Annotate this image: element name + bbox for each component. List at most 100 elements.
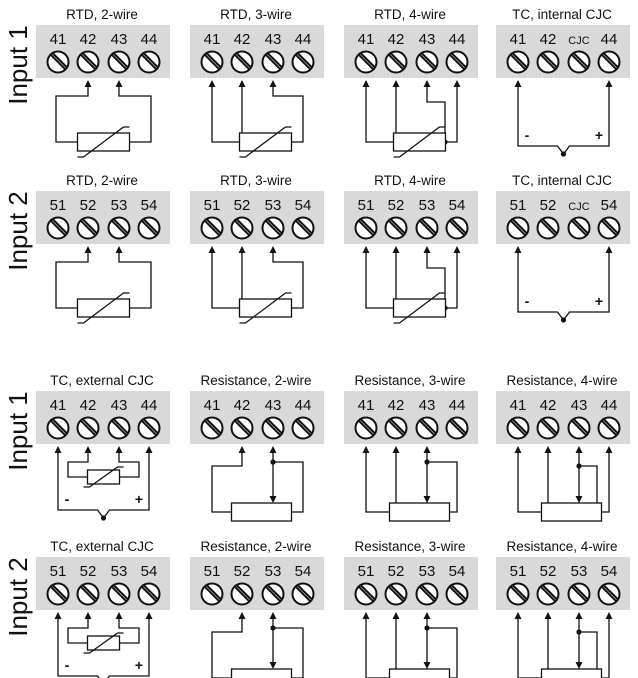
- thermocouple-wire: [517, 86, 610, 156]
- wire: [517, 452, 548, 513]
- terminal-screw-icon: [230, 50, 254, 74]
- terminal-screw-icon: [445, 582, 469, 606]
- terminal-number: 41: [510, 31, 527, 48]
- terminal-number: 51: [50, 197, 67, 214]
- wire: [211, 452, 243, 513]
- resistor-element: [388, 502, 451, 522]
- wiring-panel-res3: Resistance, 3-wire 51 52 53 54: [344, 539, 478, 678]
- terminal-number: 43: [571, 397, 588, 414]
- wiper-arrow: [575, 496, 583, 503]
- arrow-head: [423, 446, 431, 453]
- arrow-head: [54, 446, 62, 453]
- terminal-number: CJC: [568, 201, 589, 213]
- terminal-number: 42: [234, 397, 251, 414]
- arrow-head: [84, 446, 92, 453]
- terminal-screw-icon: [567, 216, 591, 240]
- terminal-screw-icon: [200, 50, 224, 74]
- terminal-screw-icon: [291, 582, 315, 606]
- terminal-number: 52: [234, 563, 251, 580]
- terminal-screw-icon: [445, 216, 469, 240]
- arrow-head: [605, 612, 613, 619]
- panel-title: Resistance, 4-wire: [506, 373, 617, 388]
- terminal-screw-icon: [107, 582, 131, 606]
- terminal-number: 53: [265, 197, 282, 214]
- terminal-screw-icon: [137, 416, 161, 440]
- wire: [273, 627, 304, 678]
- terminal-number: 43: [111, 397, 128, 414]
- arrow-head: [269, 446, 277, 453]
- terminal-screw-icon: [137, 582, 161, 606]
- terminal-number: 41: [50, 31, 67, 48]
- terminal-number: 54: [601, 197, 618, 214]
- arrow-head: [392, 612, 400, 619]
- arrow-head: [392, 246, 400, 253]
- terminal-screw-icon: [291, 216, 315, 240]
- terminal-screw-icon: [107, 216, 131, 240]
- terminal-screw-icon: [354, 50, 378, 74]
- terminal-screw-icon: [536, 582, 560, 606]
- wire: [55, 86, 89, 143]
- panel-title: RTD, 4-wire: [374, 7, 446, 22]
- arrow-head: [115, 446, 123, 453]
- terminal-screw-icon: [506, 216, 530, 240]
- arrow-head: [115, 246, 123, 253]
- polarity-plus: +: [135, 491, 143, 507]
- wiper-arrow: [423, 662, 431, 669]
- panel-title: TC, external CJC: [50, 539, 154, 554]
- terminal-number: 52: [80, 197, 97, 214]
- arrow-head: [269, 612, 277, 619]
- arrow-head: [605, 446, 613, 453]
- arrow-head: [514, 612, 522, 619]
- wire: [118, 86, 152, 143]
- wire: [272, 86, 304, 143]
- panel-title: RTD, 3-wire: [220, 173, 292, 188]
- wiring-panel-res4: Resistance, 4-wire 51 52 53 54: [496, 539, 630, 678]
- terminal-screw-icon: [230, 582, 254, 606]
- terminal-screw-icon: [354, 216, 378, 240]
- wire: [67, 618, 89, 644]
- arrow-head: [238, 612, 246, 619]
- wiring-panel-rtd3: RTD, 3-wire 41 42 43 44: [190, 7, 324, 158]
- panel-title: RTD, 3-wire: [220, 7, 292, 22]
- wire: [427, 461, 458, 513]
- wiring-panel-tc_ext: TC, external CJC 41 42 43 44 - +: [36, 373, 170, 521]
- arrow-head: [115, 80, 123, 87]
- terminal-screw-icon: [354, 582, 378, 606]
- terminal-number: 52: [234, 197, 251, 214]
- terminal-screw-icon: [354, 416, 378, 440]
- panel-title: Resistance, 3-wire: [354, 539, 465, 554]
- arrow-head: [514, 246, 522, 253]
- terminal-number: 52: [388, 197, 405, 214]
- wire: [272, 252, 304, 309]
- terminal-number: 54: [141, 563, 158, 580]
- polarity-plus: +: [595, 293, 603, 309]
- terminal-number: 52: [540, 197, 557, 214]
- arrow-head: [423, 80, 431, 87]
- arrow-head: [605, 246, 613, 253]
- wiring-panel-rtd4: RTD, 4-wire 41 42 43 44: [344, 7, 478, 158]
- panel-title: RTD, 2-wire: [66, 173, 138, 188]
- terminal-screw-icon: [536, 216, 560, 240]
- terminal-number: 41: [358, 31, 375, 48]
- row-label: Input 2: [3, 191, 33, 271]
- wire: [365, 618, 390, 678]
- terminal-screw-icon: [384, 582, 408, 606]
- rtd-thermal-line: [393, 292, 446, 324]
- polarity-minus: -: [65, 657, 70, 673]
- wiper-arrow: [423, 496, 431, 503]
- arrow-head: [423, 612, 431, 619]
- junction-dot: [100, 515, 107, 521]
- terminal-screw-icon: [76, 50, 100, 74]
- wire: [67, 452, 89, 478]
- terminal-screw-icon: [567, 50, 591, 74]
- arrow-head: [238, 246, 246, 253]
- wire: [445, 252, 458, 309]
- terminal-number: 42: [80, 31, 97, 48]
- terminal-screw-icon: [536, 416, 560, 440]
- wiring-panel-res2: Resistance, 2-wire 51 52 53 54: [190, 539, 324, 678]
- row-label: Input 2: [3, 557, 33, 637]
- wiper-arrow: [269, 662, 277, 669]
- wire: [427, 627, 458, 678]
- terminal-screw-icon: [597, 416, 621, 440]
- terminal-number: 53: [111, 197, 128, 214]
